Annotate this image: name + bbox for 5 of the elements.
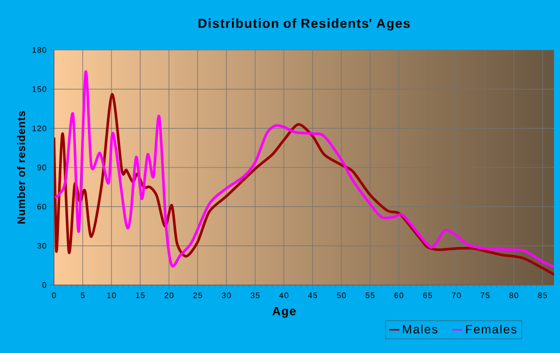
x-axis-title: Age bbox=[272, 306, 296, 318]
y-axis-title: Number of residents bbox=[17, 111, 26, 224]
chart-title: Distribution of Residents' Ages bbox=[198, 18, 410, 31]
legend-label: Females bbox=[466, 324, 516, 334]
legend-label: Males bbox=[403, 324, 438, 334]
